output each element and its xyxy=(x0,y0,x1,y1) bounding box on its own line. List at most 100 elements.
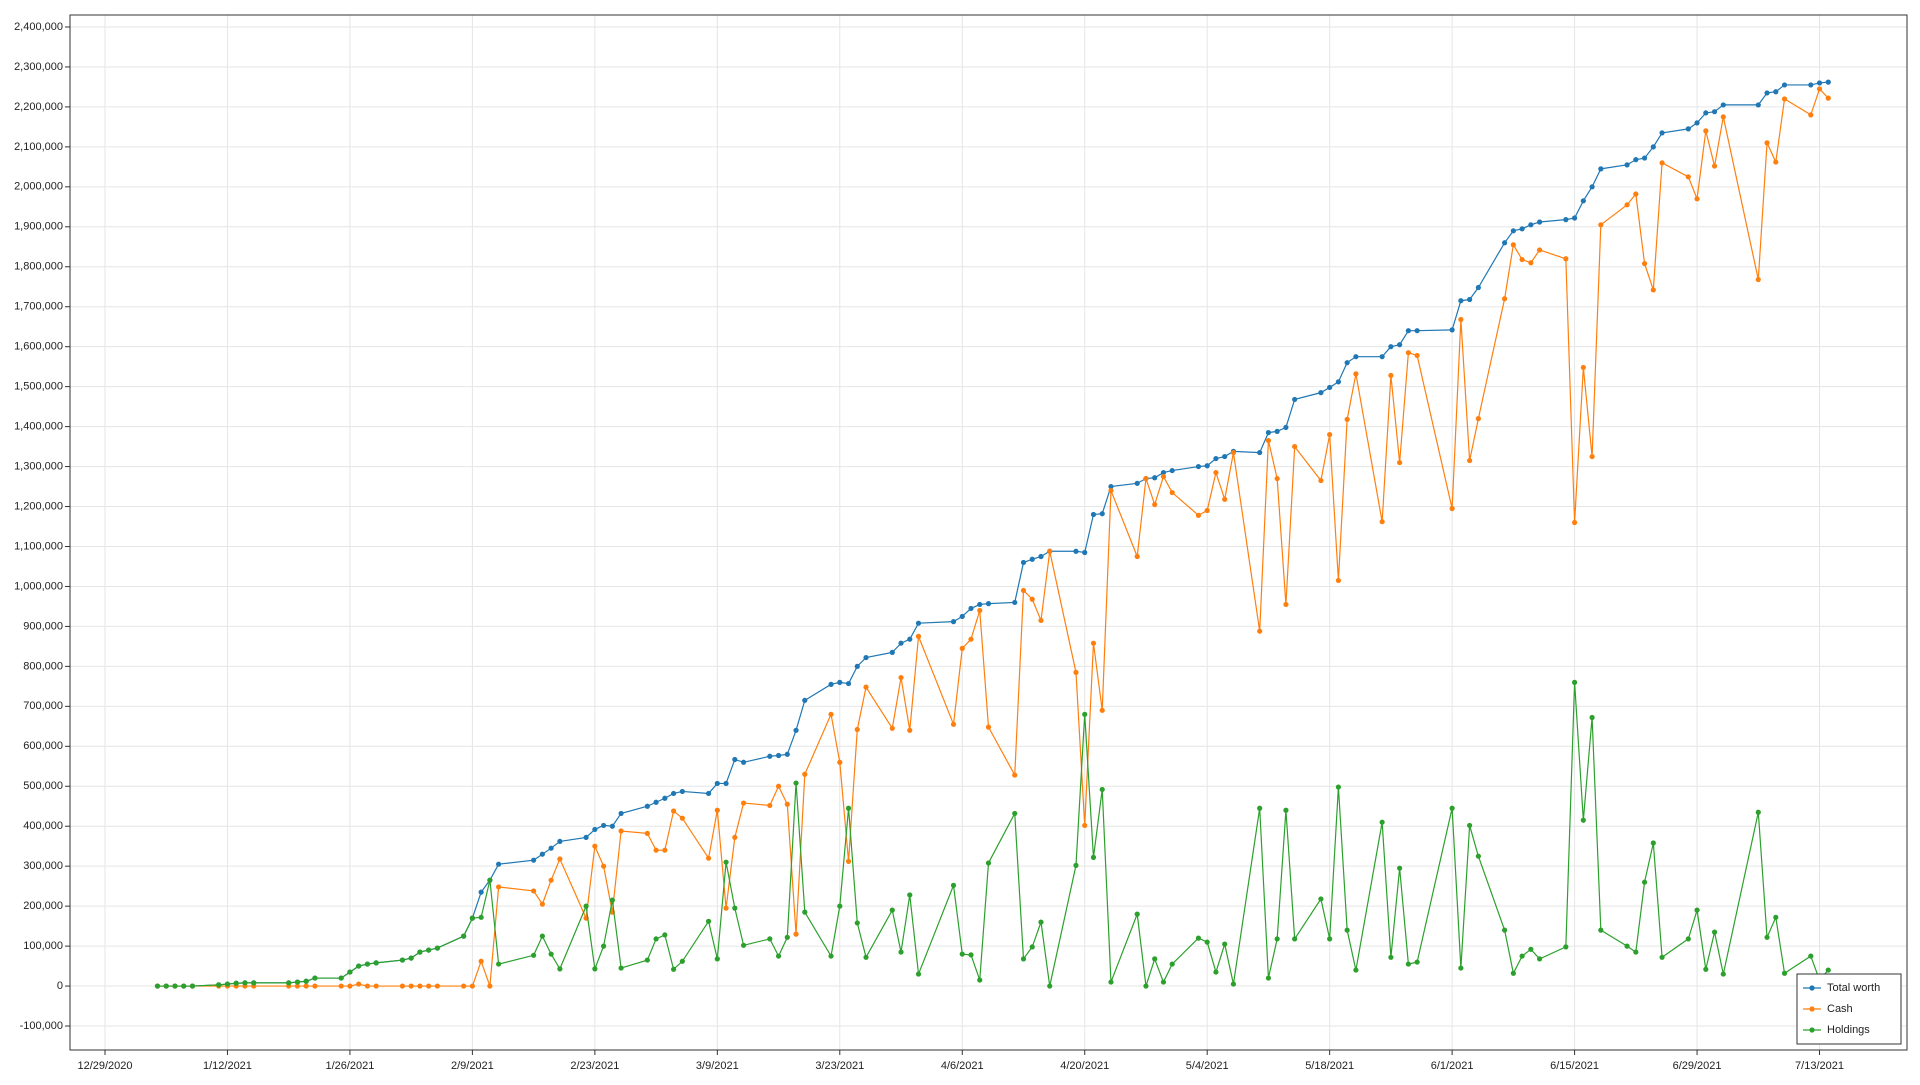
data-point xyxy=(1703,110,1709,116)
y-tick-label: 1,700,000 xyxy=(14,301,63,313)
data-point xyxy=(1502,296,1508,302)
data-point xyxy=(705,918,712,924)
data-point xyxy=(1633,157,1639,163)
data-point xyxy=(985,601,992,607)
data-point xyxy=(1781,82,1788,88)
data-point xyxy=(1405,350,1411,356)
data-point xyxy=(1571,215,1578,221)
data-point xyxy=(1764,934,1770,940)
data-point xyxy=(1397,342,1403,348)
data-point xyxy=(1458,316,1464,323)
data-point xyxy=(364,983,371,989)
data-point xyxy=(723,905,729,911)
data-point xyxy=(845,858,852,864)
data-point xyxy=(977,601,983,608)
data-point xyxy=(1292,936,1298,942)
data-point xyxy=(461,933,467,939)
data-point xyxy=(845,680,852,687)
data-point xyxy=(959,645,965,651)
data-point xyxy=(784,751,790,757)
data-point xyxy=(1134,553,1140,560)
data-point xyxy=(434,945,440,951)
data-point xyxy=(1808,112,1814,118)
data-point xyxy=(644,830,650,837)
data-point xyxy=(592,826,598,833)
data-point xyxy=(1073,548,1079,554)
y-tick-label: 1,100,000 xyxy=(14,540,63,552)
data-point xyxy=(1510,970,1516,976)
data-point xyxy=(775,953,782,959)
data-point xyxy=(531,888,537,894)
data-point xyxy=(1379,354,1385,360)
y-tick-label: 0 xyxy=(57,980,63,992)
legend-marker xyxy=(1809,1027,1815,1033)
data-point xyxy=(968,952,974,958)
data-point xyxy=(1711,929,1718,935)
data-point xyxy=(1589,184,1595,190)
data-point xyxy=(784,801,790,807)
data-point xyxy=(1563,256,1569,262)
data-point xyxy=(907,727,913,733)
data-point xyxy=(1659,954,1665,960)
data-point xyxy=(915,633,922,639)
data-point xyxy=(1012,810,1018,817)
data-point xyxy=(1073,862,1079,868)
data-point xyxy=(1571,519,1578,526)
data-point xyxy=(294,983,301,989)
data-point xyxy=(915,620,922,626)
y-tick-label: 1,800,000 xyxy=(14,261,63,273)
data-point xyxy=(1047,548,1053,554)
data-point xyxy=(670,808,677,814)
data-point xyxy=(539,933,545,939)
data-point xyxy=(732,834,738,841)
x-tick-label: 6/29/2021 xyxy=(1673,1060,1722,1072)
data-point xyxy=(802,771,808,777)
data-point xyxy=(863,684,869,690)
legend-label: Total worth xyxy=(1827,982,1880,994)
data-point xyxy=(679,958,685,964)
data-point xyxy=(1152,475,1158,481)
data-point xyxy=(1204,463,1210,469)
data-point xyxy=(609,823,615,829)
data-point xyxy=(1467,457,1473,464)
data-point xyxy=(1222,496,1228,502)
data-point xyxy=(828,711,834,717)
data-point xyxy=(705,790,712,797)
data-point xyxy=(1589,453,1595,460)
data-point xyxy=(1195,512,1202,518)
data-point xyxy=(487,877,493,883)
data-point xyxy=(224,981,231,987)
data-point xyxy=(312,975,318,981)
data-point xyxy=(1344,416,1350,423)
data-point xyxy=(1458,298,1464,304)
data-point xyxy=(1379,819,1385,825)
x-tick-label: 2/9/2021 xyxy=(451,1060,494,1072)
data-point xyxy=(740,942,747,948)
data-point xyxy=(1169,467,1175,474)
data-point xyxy=(548,845,554,851)
data-point xyxy=(793,727,799,733)
data-point xyxy=(959,951,965,957)
data-point xyxy=(644,957,650,963)
x-tick-label: 2/23/2021 xyxy=(570,1060,619,1072)
data-point xyxy=(1090,511,1097,518)
data-point xyxy=(1108,483,1114,490)
data-point xyxy=(1563,217,1569,223)
data-point xyxy=(1029,596,1035,602)
data-point xyxy=(1353,354,1359,360)
data-point xyxy=(1292,396,1298,403)
data-point xyxy=(1335,784,1342,790)
data-point xyxy=(539,851,545,857)
data-point xyxy=(968,636,974,642)
data-point xyxy=(1755,276,1761,283)
data-point xyxy=(1519,226,1525,232)
data-point xyxy=(1195,463,1202,470)
data-point xyxy=(1650,287,1656,293)
data-point xyxy=(1528,222,1534,228)
legend-label: Holdings xyxy=(1827,1024,1870,1036)
data-point xyxy=(478,958,484,964)
data-point xyxy=(1038,919,1044,925)
x-tick-label: 3/9/2021 xyxy=(696,1060,739,1072)
data-point xyxy=(653,847,659,853)
data-point xyxy=(1257,449,1263,456)
